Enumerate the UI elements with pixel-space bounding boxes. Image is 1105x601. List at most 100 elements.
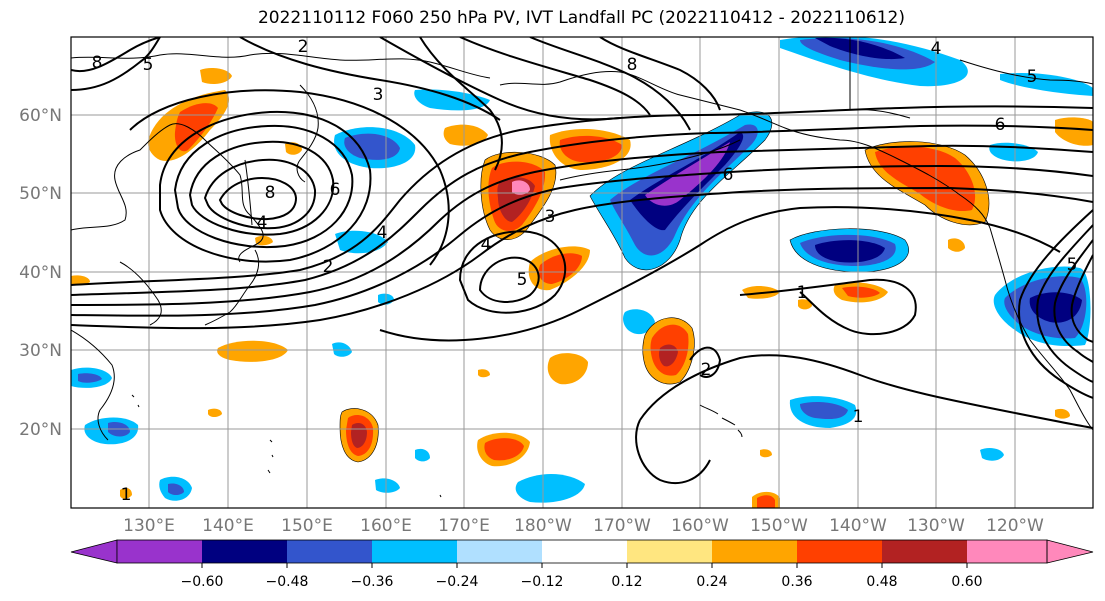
pv-positive-region [71, 275, 90, 286]
pv-positive-region [1055, 117, 1093, 146]
colorbar-tick-label: 0.24 [696, 574, 727, 590]
gridlines [71, 37, 1093, 508]
contour-line [459, 37, 651, 116]
coastline-northamerica [989, 227, 1093, 431]
contour-line [1070, 254, 1093, 343]
lon-label: 150°E [281, 516, 333, 536]
colorbar-cell [627, 540, 712, 563]
lon-label: 130°E [123, 516, 175, 536]
contour-line [159, 110, 372, 263]
pv-positive-region [120, 487, 132, 499]
pv-negative-region [168, 483, 184, 495]
pv-positive-region [478, 369, 490, 378]
pv-positive-region [217, 340, 288, 362]
colorbar-frame [116, 539, 1048, 564]
contour-label: 6 [330, 180, 341, 200]
pv-outline [864, 141, 990, 226]
contour-label: 5 [1027, 67, 1038, 87]
pv-negative-region [515, 473, 585, 503]
pv-positive-region [200, 68, 232, 84]
colorbar-cell [797, 540, 882, 563]
contour-line [129, 89, 450, 266]
pv-negative-region [415, 448, 430, 462]
contour-line [478, 256, 540, 303]
colorbar-cell [712, 540, 797, 563]
contour-line [689, 346, 722, 378]
coastline-asia [71, 123, 264, 263]
coastline-japan [204, 249, 260, 326]
contour-line [218, 176, 298, 221]
colorbar-cell [967, 540, 1047, 563]
colorbar-cell [372, 540, 457, 563]
pv-negative-region [1000, 72, 1093, 96]
contour-label: 6 [995, 115, 1006, 135]
contour-line [71, 37, 161, 91]
pv-negative-region [623, 309, 655, 335]
pv-negative-region [815, 240, 885, 263]
pv-outline [789, 228, 909, 273]
pv-negative-region [645, 142, 730, 206]
lat-label: 40°N [19, 263, 62, 283]
contour-label: 8 [265, 183, 276, 203]
contour-line [203, 158, 317, 230]
pv-outline [339, 408, 379, 463]
contour-label: 8 [627, 55, 638, 75]
colorbar-cell [202, 540, 287, 563]
contour-line [239, 37, 501, 121]
colorbar-tick-label: −0.60 [181, 574, 224, 590]
colorbar-tick-label: −0.12 [521, 574, 564, 590]
contour-line [635, 419, 711, 485]
colorbar-tick-label: −0.48 [266, 574, 309, 590]
pv-negative-region [815, 37, 905, 60]
coastline-hawaii [699, 404, 743, 438]
colorbar-tick-label: −0.36 [351, 574, 394, 590]
colorbar-cell [882, 540, 967, 563]
pv-negative-region [980, 447, 1004, 461]
contour-label: 4 [931, 39, 942, 59]
contour-label: 3 [545, 207, 556, 227]
lat-label: 30°N [19, 341, 62, 361]
colorbar-tick-label: 0.60 [951, 574, 982, 590]
contour-label: 6 [723, 165, 734, 185]
contour-label-group: 2 3 8 5 8 6 4 2 4 8 6 3 5 4 1 1 2 1 4 5 … [92, 37, 1078, 505]
contour-line [188, 140, 335, 236]
lon-label: 170°E [438, 516, 490, 536]
contour-label: 5 [1067, 255, 1078, 275]
contour-label: 4 [377, 223, 388, 243]
contour-label: 8 [92, 53, 103, 73]
coastline-kamchatka [296, 84, 319, 183]
lat-label: 20°N [19, 420, 62, 440]
colorbar-tick-label: 0.48 [866, 574, 897, 590]
contour-line [71, 105, 1093, 286]
contour-line [71, 164, 1093, 317]
contour-line [599, 37, 721, 111]
contour-label: 4 [481, 235, 492, 255]
contour-line [1053, 239, 1093, 363]
contour-line [173, 124, 354, 248]
lon-label: 130°W [907, 516, 965, 536]
pv-outline [642, 317, 695, 385]
contour-line [419, 37, 503, 171]
latitude-labels: 60°N 50°N 40°N 30°N 20°N [19, 106, 62, 440]
pv-positive-region [875, 146, 976, 212]
contour-line [379, 206, 1061, 342]
contour-line [379, 37, 621, 121]
colorbar-extend-low [70, 539, 118, 564]
contour-label: 5 [143, 55, 154, 75]
contour-line [1018, 209, 1093, 399]
coastline-islands [131, 394, 442, 498]
contour-label: 2 [298, 37, 309, 57]
colorbar-cell [542, 540, 627, 563]
colorbar-extend-high [1046, 539, 1094, 564]
lon-label: 140°W [829, 516, 887, 536]
contour-line [739, 278, 917, 336]
lon-label: 150°W [750, 516, 808, 536]
pv-positive-region [512, 180, 530, 195]
longitude-labels: 130°E 140°E 150°E 160°E 170°E 180°W 170°… [123, 516, 1044, 536]
map-frame [70, 36, 1094, 509]
pv-positive-region [757, 495, 775, 508]
contour-label: 5 [517, 270, 528, 290]
colorbar-tick-label: −0.24 [436, 574, 479, 590]
contour-line [458, 230, 567, 314]
